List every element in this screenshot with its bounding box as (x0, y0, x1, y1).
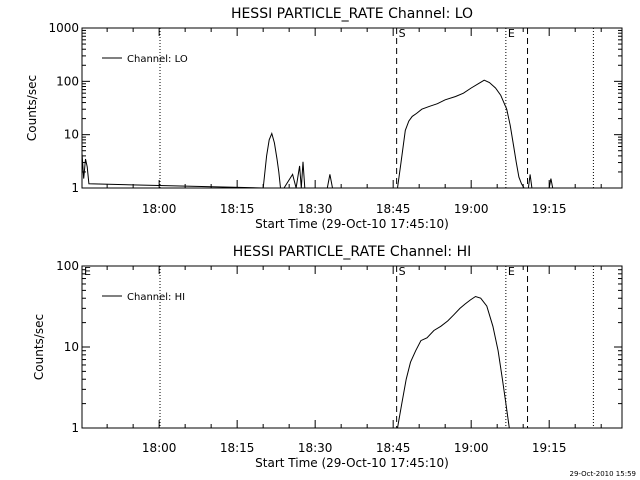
lo-channel-panel: HESSI PARTICLE_RATE Channel: LO 1 10 100 100… (25, 6, 623, 231)
chart-title: HESSI PARTICLE_RATE Channel: HI (233, 244, 471, 260)
legend-label: Channel: HI (127, 292, 185, 303)
y-axis-label: Counts/sec (32, 314, 46, 380)
x-tick-label: 18:45 (376, 441, 411, 455)
y-tick-label: 100 (56, 74, 79, 88)
x-tick-label: 19:00 (454, 441, 489, 455)
x-tick-label: 18:15 (220, 441, 255, 455)
plot-frame (81, 27, 623, 189)
x-tick-label: 18:30 (298, 441, 333, 455)
y-tick-label: 10 (64, 340, 79, 354)
x-tick-label: 19:00 (454, 202, 489, 216)
x-tick-label: 18:45 (376, 202, 411, 216)
chart-title: HESSI PARTICLE_RATE Channel: LO (231, 6, 473, 22)
x-axis-label: Start Time (29-Oct-10 17:45:10) (255, 217, 449, 231)
y-tick-label: 1 (71, 421, 79, 435)
y-tick-label: 1 (71, 181, 79, 195)
series-line (81, 79, 554, 189)
footer-timestamp: 29-Oct-2010 15:59 (570, 470, 636, 478)
x-tick-label: 18:15 (220, 202, 255, 216)
hi-channel-panel: HESSI PARTICLE_RATE Channel: HI 1 10 100 18:… (32, 244, 623, 470)
x-tick-label: 18:00 (142, 202, 177, 216)
annotation-label: S (399, 265, 406, 278)
x-tick-label: 18:30 (298, 202, 333, 216)
y-tick-label: 1000 (48, 21, 79, 35)
x-tick-label: 19:15 (532, 441, 567, 455)
y-tick-label: 10 (64, 128, 79, 142)
annotation-label: S (399, 27, 406, 40)
series-line (397, 295, 510, 429)
annotation-label: E (84, 265, 91, 278)
x-tick-label: 19:15 (532, 202, 567, 216)
x-axis-label: Start Time (29-Oct-10 17:45:10) (255, 456, 449, 470)
legend-label: Channel: LO (127, 54, 188, 65)
plot-frame (81, 265, 623, 429)
y-axis-label: Counts/sec (25, 75, 39, 141)
x-tick-label: 18:00 (142, 441, 177, 455)
annotation-label: E (508, 27, 515, 40)
y-tick-label: 100 (56, 259, 79, 273)
annotation-label: E (508, 265, 515, 278)
